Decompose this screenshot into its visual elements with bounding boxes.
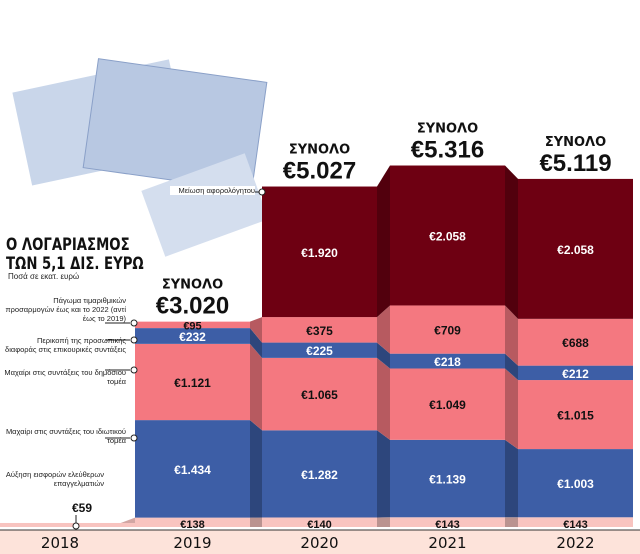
bar-segment [518, 318, 633, 366]
connector [377, 357, 390, 440]
legend-label-tax: Μείωση αφορολόγητου [170, 186, 255, 195]
connector [377, 430, 390, 518]
connector [377, 342, 390, 369]
bar-segment [518, 178, 633, 319]
bar-segment [390, 353, 505, 369]
leader-dot [130, 434, 138, 442]
total-heading: ΣΥΝΟΛΟ [162, 278, 223, 293]
data-label: €1.139 [429, 473, 466, 487]
connector [505, 368, 518, 450]
data-label: €143 [563, 519, 587, 531]
data-label: €1.049 [429, 398, 466, 412]
leader-dot [130, 366, 138, 374]
connector [505, 353, 518, 381]
banknote-image [12, 58, 269, 257]
data-label: €1.121 [174, 376, 211, 390]
chart-title: Ο ΛΟΓΑΡΙΑΣΜΟΣ ΤΩΝ 5,1 ΔΙΣ. ΕΥΡΩ [6, 235, 144, 274]
data-label: €2.058 [429, 229, 466, 243]
total-value: €3.020 [156, 293, 229, 320]
leader-dot [130, 319, 138, 327]
connector [250, 317, 262, 343]
bar-segment [0, 522, 135, 527]
data-label: €1.003 [557, 477, 594, 491]
legend-label-contrib: Αύξηση εισφορών ελεύθερων επαγγελματιών [5, 470, 104, 488]
x-tick-label: 2022 [556, 534, 594, 552]
connector [250, 343, 262, 431]
legend-label-private: Μαχαίρι στις συντάξεις του ιδιωτικού τομ… [5, 427, 126, 445]
bar-segment [390, 517, 505, 527]
connector [250, 328, 262, 358]
connector [505, 165, 518, 319]
connector [250, 420, 262, 518]
bar-segment [262, 317, 377, 343]
bar-segment [262, 517, 377, 527]
legend-label-public: Μαχαίρι στις συντάξεις του δημόσιου τομέ… [4, 368, 126, 386]
data-label: €95 [183, 321, 201, 333]
data-label: €140 [307, 519, 331, 531]
bar-segment [390, 368, 505, 440]
leader-dot [130, 336, 138, 344]
chart-subtitle: Ποσά σε εκατ. ευρώ [8, 272, 80, 281]
bar-segment [390, 439, 505, 518]
bar-segment [390, 165, 505, 306]
bar-segment [518, 517, 633, 527]
total-heading: ΣΥΝΟΛΟ [545, 135, 606, 150]
connector [377, 517, 390, 527]
total-value: €5.119 [539, 150, 611, 177]
data-label: €225 [306, 344, 333, 358]
data-label: €1.282 [301, 468, 338, 482]
data-label: €1.434 [174, 463, 211, 477]
data-label: €375 [306, 324, 333, 338]
bar-segment [262, 186, 377, 318]
bar-segment [262, 357, 377, 431]
x-tick-label: 2020 [300, 534, 338, 552]
total-heading: ΣΥΝΟΛΟ [417, 122, 478, 137]
x-tick-label: 2021 [428, 534, 466, 552]
legend-label-freeze: Πάγωμα τιμαριθμικών προσαρμογών έως και … [5, 296, 126, 323]
x-tick-label: 2019 [173, 534, 211, 552]
bar-segment [135, 343, 250, 421]
bar-segment [518, 380, 633, 450]
data-label: €709 [434, 324, 461, 338]
data-label: €218 [434, 355, 461, 369]
data-label: €143 [435, 519, 459, 531]
connector [505, 517, 518, 527]
total-value: €5.027 [283, 158, 356, 185]
data-label: €232 [179, 330, 206, 344]
bar-segment [262, 430, 377, 518]
year-band [0, 530, 640, 554]
bar-segment [390, 305, 505, 354]
data-label: €1.920 [301, 246, 338, 260]
connector [505, 305, 518, 366]
bar-segment [518, 449, 633, 518]
data-label: €59 [72, 501, 92, 515]
legend-label-aux: Περικοπή της προσωπικής διαφοράς στις επ… [5, 336, 126, 354]
data-label: €688 [562, 336, 589, 350]
bar-segment [135, 321, 250, 329]
connector [377, 305, 390, 354]
data-label: €2.058 [557, 243, 594, 257]
data-label: €212 [562, 367, 589, 381]
data-label: €1.065 [301, 388, 338, 402]
bar-segment [135, 420, 250, 518]
x-tick-label: 2018 [41, 534, 79, 552]
connector [250, 517, 262, 527]
connector [377, 165, 390, 318]
data-label: €138 [180, 519, 204, 531]
connector [505, 439, 518, 518]
total-heading: ΣΥΝΟΛΟ [289, 143, 350, 158]
bar-segment [262, 342, 377, 358]
bar-segment [135, 517, 250, 527]
data-label: €1.015 [557, 409, 594, 423]
bar-segment [135, 328, 250, 344]
total-value: €5.316 [411, 137, 484, 164]
bar-segment [518, 365, 633, 381]
